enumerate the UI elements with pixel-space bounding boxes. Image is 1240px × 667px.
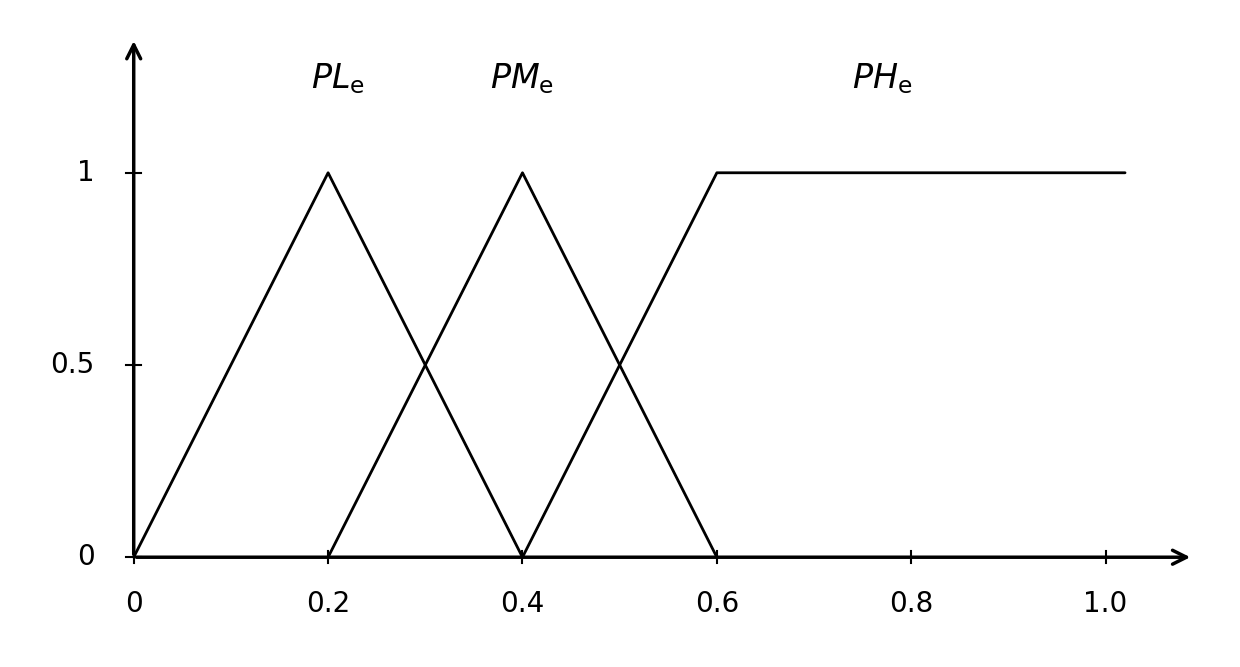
Text: $\mathit{PM}_\mathrm{e}$: $\mathit{PM}_\mathrm{e}$ bbox=[491, 61, 554, 96]
Text: 0: 0 bbox=[77, 543, 94, 571]
Text: 0: 0 bbox=[125, 590, 143, 618]
Text: $\mathit{PH}_\mathrm{e}$: $\mathit{PH}_\mathrm{e}$ bbox=[852, 61, 913, 96]
Text: 0.5: 0.5 bbox=[51, 351, 94, 379]
Text: $\mathit{PL}_\mathrm{e}$: $\mathit{PL}_\mathrm{e}$ bbox=[311, 61, 365, 96]
Text: 1.0: 1.0 bbox=[1084, 590, 1127, 618]
Text: 0.2: 0.2 bbox=[306, 590, 350, 618]
Text: 1: 1 bbox=[77, 159, 94, 187]
Text: 0.4: 0.4 bbox=[501, 590, 544, 618]
Text: 0.6: 0.6 bbox=[694, 590, 739, 618]
Text: 0.8: 0.8 bbox=[889, 590, 934, 618]
